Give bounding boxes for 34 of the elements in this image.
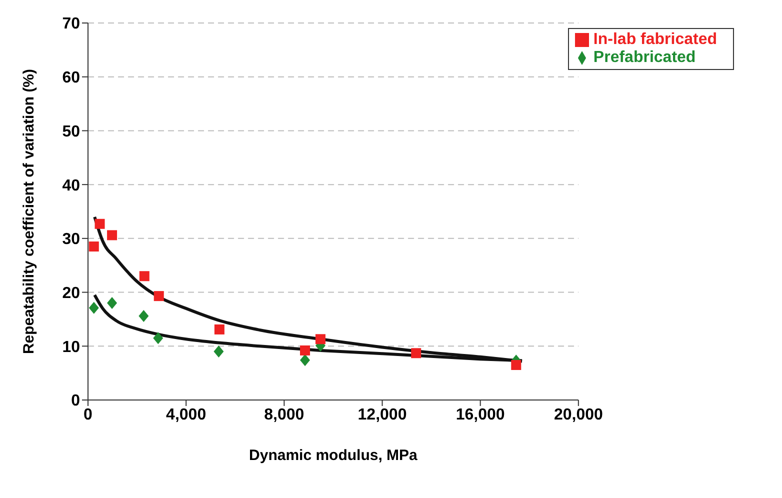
point <box>411 348 422 358</box>
x-axis-title: Dynamic modulus, MPa <box>249 447 418 464</box>
y-tick-label: 60 <box>62 70 80 87</box>
point <box>154 291 164 302</box>
y-tick-label: 0 <box>71 392 80 410</box>
point <box>315 334 326 344</box>
point <box>88 302 99 314</box>
point <box>511 360 522 370</box>
point <box>107 297 118 310</box>
y-tick-label: 30 <box>62 231 80 248</box>
legend-label: Prefabricated <box>593 49 696 66</box>
point <box>214 346 224 358</box>
x-tick-label: 16,000 <box>456 406 505 424</box>
x-tick-label: 4,000 <box>166 406 206 424</box>
legend-label: In-lab fabricated <box>593 31 717 48</box>
x-tick-label: 12,000 <box>358 406 407 424</box>
y-tick-label: 70 <box>62 16 80 33</box>
point <box>88 242 99 252</box>
point <box>139 271 150 282</box>
point <box>138 310 149 322</box>
point <box>94 218 105 229</box>
x-tick-label: 8,000 <box>264 406 304 424</box>
y-tick-label: 20 <box>62 284 80 302</box>
y-axis-title: Repeatability coefficient of variation (%) <box>20 68 38 354</box>
x-tick-label: 0 <box>84 406 93 424</box>
point <box>300 354 310 366</box>
point <box>153 332 164 344</box>
point <box>107 230 118 240</box>
y-tick-label: 10 <box>62 338 80 356</box>
x-tick-label: 20,000 <box>554 406 603 424</box>
y-tick-label: 50 <box>62 123 80 140</box>
point <box>300 345 310 356</box>
y-tick-label: 40 <box>62 177 80 194</box>
point <box>214 324 224 334</box>
